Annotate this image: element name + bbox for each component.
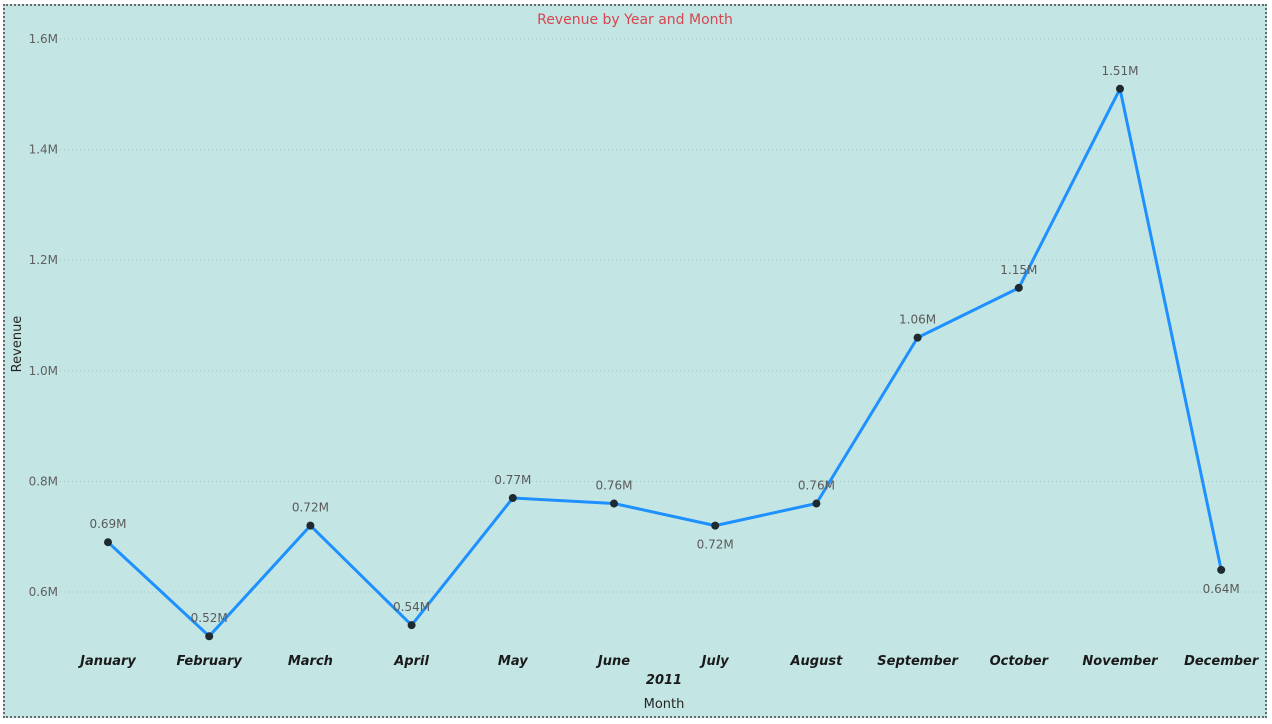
x-tick-label: December [1184,654,1260,669]
x-axis-title: Month [644,697,685,712]
gridlines [60,38,1265,593]
data-labels: 0.69M 0.52M 0.72M 0.54M 0.77M 0.76M 0.72M 0.76M… [89,64,1239,625]
data-point [407,621,416,630]
revenue-series-line [106,87,1223,638]
data-point [913,333,922,342]
data-label: 0.72M [292,501,329,515]
x-axis-year-label: 2011 [646,673,682,688]
data-label: 0.76M [798,479,835,493]
x-tick-label: November [1082,654,1159,669]
y-tick-label: 0.8M [29,474,58,488]
x-tick-label: September [877,654,959,669]
x-tick-label: March [288,654,333,669]
data-point [104,538,112,547]
data-label: 0.76M [595,479,632,493]
data-label: 0.64M [1203,582,1240,596]
y-tick-label: 1.0M [29,364,58,378]
data-label: 0.69M [89,517,126,531]
y-axis-title: Revenue [10,316,25,373]
data-label: 0.54M [393,600,430,614]
data-label: 1.51M [1101,64,1138,78]
y-tick-label: 1.6M [29,32,58,46]
x-tick-label: June [595,654,630,669]
data-point [1116,84,1124,93]
x-tick-label: April [393,654,429,669]
x-tick-label: January [77,654,136,669]
data-label: 1.15M [1000,263,1037,277]
data-point [508,493,517,502]
data-markers [104,84,1226,641]
chart-title: Revenue by Year and Month [537,12,733,28]
y-axis-ticks: 0.6M 0.8M 1.0M 1.2M 1.4M 1.6M [29,32,58,599]
data-point [610,499,618,508]
data-point [306,521,315,530]
data-point [1217,565,1226,574]
x-tick-label: February [177,654,243,669]
data-point [812,499,821,508]
chart-visual[interactable]: Revenue by Year and Month [3,4,1267,718]
data-point [711,521,720,530]
x-tick-label: May [498,654,528,669]
data-point [1014,283,1023,292]
data-label: 0.52M [191,611,228,625]
x-axis-ticks: January February March April May June July Augu… [77,654,1260,669]
x-tick-label: October [990,654,1050,669]
y-tick-label: 1.2M [29,253,58,267]
data-point [205,632,214,641]
data-label: 0.77M [494,473,531,487]
x-tick-label: July [699,654,730,669]
data-label: 1.06M [899,313,936,327]
x-tick-label: August [789,654,843,669]
y-tick-label: 1.4M [29,143,58,157]
data-label: 0.72M [697,538,734,552]
y-tick-label: 0.6M [29,585,58,599]
